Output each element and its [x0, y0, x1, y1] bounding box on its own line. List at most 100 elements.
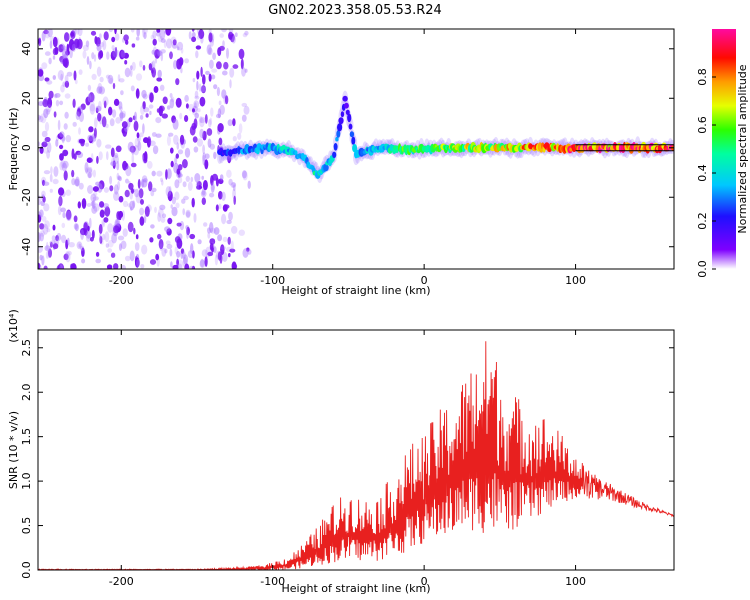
noise-speckle	[182, 208, 185, 216]
noise-speckle	[44, 121, 50, 132]
noise-speckle	[91, 73, 97, 80]
noise-speckle	[166, 105, 171, 110]
noise-speckle	[177, 176, 183, 184]
y-tick-label: 0	[20, 144, 33, 151]
noise-speckle	[155, 117, 162, 124]
noise-speckle	[227, 236, 231, 245]
noise-speckle	[99, 33, 102, 39]
noise-speckle	[95, 105, 102, 112]
noise-speckle	[65, 210, 72, 221]
noise-speckle	[202, 74, 206, 85]
noise-speckle	[164, 226, 171, 232]
noise-speckle	[61, 222, 66, 229]
noise-speckle	[118, 101, 123, 110]
noise-speckle	[174, 246, 179, 255]
noise-speckle	[110, 252, 116, 258]
noise-speckle	[143, 32, 147, 39]
noise-speckle	[210, 74, 216, 80]
noise-speckle	[87, 84, 92, 91]
noise-speckle	[55, 99, 60, 107]
y-tick-label: 20	[20, 91, 33, 105]
snr-y-multiplier: (x10⁴)	[7, 309, 20, 343]
noise-speckle	[71, 148, 75, 159]
noise-speckle	[178, 57, 184, 66]
noise-speckle	[194, 102, 197, 108]
x-tick-label: -100	[260, 575, 285, 588]
noise-speckle	[198, 83, 202, 92]
noise-speckle	[150, 224, 155, 229]
noise-speckle	[56, 264, 62, 269]
noise-speckle	[124, 60, 128, 65]
signal-blob	[349, 131, 355, 138]
noise-speckle	[174, 156, 178, 165]
noise-speckle	[51, 235, 56, 242]
noise-speckle	[112, 47, 118, 58]
noise-speckle	[151, 132, 157, 137]
noise-speckle	[185, 209, 191, 218]
noise-speckle	[102, 96, 109, 107]
noise-speckle	[241, 102, 248, 107]
noise-speckle	[115, 33, 120, 41]
noise-speckle	[157, 69, 162, 79]
noise-speckle	[217, 108, 222, 119]
noise-speckle	[194, 90, 199, 99]
noise-speckle	[157, 49, 162, 57]
noise-speckle	[176, 41, 184, 51]
noise-speckle	[139, 114, 144, 120]
noise-speckle	[209, 59, 214, 69]
noise-speckle	[44, 220, 50, 230]
noise-speckle	[155, 133, 162, 138]
noise-speckle	[180, 67, 183, 74]
noise-speckle	[119, 112, 126, 119]
noise-speckle	[130, 29, 135, 33]
noise-speckle	[57, 119, 61, 131]
noise-speckle	[174, 191, 180, 201]
noise-speckle	[211, 68, 218, 73]
noise-speckle	[170, 160, 174, 168]
noise-speckle	[196, 80, 199, 91]
noise-speckle	[135, 36, 140, 41]
x-tick-label: -200	[109, 274, 134, 287]
noise-speckle	[59, 100, 64, 106]
noise-speckle	[158, 35, 163, 43]
noise-speckle	[193, 118, 198, 129]
noise-speckle	[201, 249, 208, 257]
noise-speckle	[220, 245, 227, 250]
noise-speckle	[92, 196, 99, 201]
noise-speckle	[183, 195, 189, 201]
y-tick-label: 1.0	[20, 472, 33, 490]
noise-speckle	[112, 82, 116, 90]
noise-speckle	[74, 79, 78, 85]
noise-speckle	[91, 52, 95, 60]
noise-speckle	[160, 216, 166, 223]
noise-speckle	[138, 188, 144, 199]
noise-speckle	[218, 137, 223, 146]
noise-speckle	[193, 100, 199, 109]
noise-speckle	[46, 228, 51, 233]
noise-speckle	[190, 176, 194, 183]
noise-speckle	[135, 257, 140, 268]
noise-speckle	[137, 178, 141, 189]
noise-speckle	[195, 45, 202, 50]
noise-speckle	[160, 177, 163, 182]
noise-speckle	[140, 199, 144, 205]
noise-speckle	[63, 170, 68, 181]
noise-speckle	[165, 169, 168, 180]
noise-speckle	[133, 227, 136, 235]
noise-speckle	[173, 59, 178, 70]
noise-speckle	[196, 70, 200, 80]
noise-speckle	[154, 57, 158, 64]
noise-speckle	[59, 264, 63, 269]
noise-speckle	[46, 241, 49, 250]
spectrogram-y-axis: -40 -20 0 20 40	[20, 42, 674, 256]
noise-speckle	[186, 226, 190, 236]
noise-speckle	[125, 178, 129, 184]
noise-speckle	[39, 146, 44, 154]
noise-speckle	[172, 264, 179, 269]
noise-speckle	[85, 40, 90, 48]
noise-speckle	[192, 136, 198, 143]
noise-speckle	[152, 46, 157, 56]
noise-speckle	[157, 233, 162, 240]
noise-speckle	[64, 93, 71, 99]
